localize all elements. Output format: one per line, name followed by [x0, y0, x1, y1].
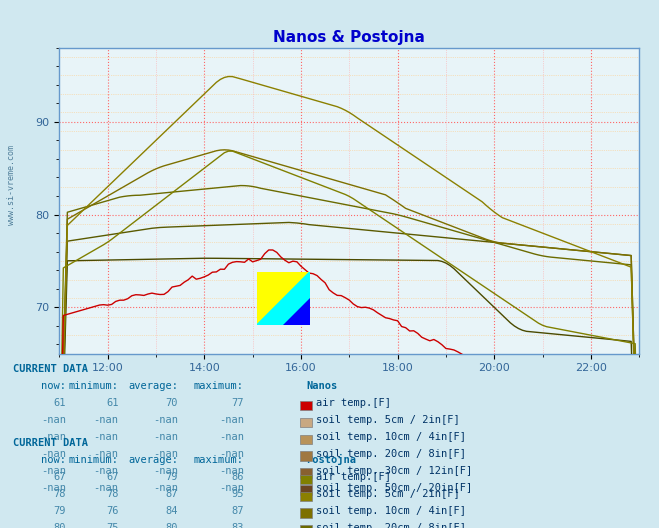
- Text: -nan: -nan: [153, 483, 178, 493]
- Text: 78: 78: [53, 489, 66, 499]
- Text: CURRENT DATA: CURRENT DATA: [13, 438, 88, 448]
- Text: soil temp. 10cm / 4in[F]: soil temp. 10cm / 4in[F]: [316, 506, 467, 516]
- Text: -nan: -nan: [94, 415, 119, 425]
- Text: 61: 61: [106, 398, 119, 408]
- Text: Nanos: Nanos: [306, 381, 337, 391]
- Text: -nan: -nan: [41, 415, 66, 425]
- Text: now:: now:: [41, 455, 66, 465]
- Text: minimum:: minimum:: [69, 455, 119, 465]
- Text: 84: 84: [165, 506, 178, 516]
- Text: -nan: -nan: [41, 449, 66, 459]
- Text: 87: 87: [165, 489, 178, 499]
- Polygon shape: [257, 272, 310, 325]
- Text: soil temp. 50cm / 20in[F]: soil temp. 50cm / 20in[F]: [316, 483, 473, 493]
- Text: -nan: -nan: [219, 449, 244, 459]
- Text: 80: 80: [165, 523, 178, 528]
- Text: maximum:: maximum:: [194, 381, 244, 391]
- Text: 67: 67: [53, 472, 66, 482]
- Text: minimum:: minimum:: [69, 381, 119, 391]
- Text: 80: 80: [53, 523, 66, 528]
- Text: -nan: -nan: [219, 466, 244, 476]
- Text: Postojna: Postojna: [306, 454, 357, 465]
- Text: -nan: -nan: [94, 432, 119, 442]
- Text: air temp.[F]: air temp.[F]: [316, 398, 391, 408]
- Polygon shape: [257, 272, 310, 325]
- Text: 67: 67: [106, 472, 119, 482]
- Text: 79: 79: [165, 472, 178, 482]
- Text: -nan: -nan: [153, 415, 178, 425]
- Text: -nan: -nan: [153, 466, 178, 476]
- Text: average:: average:: [128, 455, 178, 465]
- Text: 76: 76: [106, 506, 119, 516]
- Text: soil temp. 5cm / 2in[F]: soil temp. 5cm / 2in[F]: [316, 489, 460, 499]
- Text: 75: 75: [106, 523, 119, 528]
- Text: now:: now:: [41, 381, 66, 391]
- Text: 79: 79: [53, 506, 66, 516]
- Text: 87: 87: [231, 506, 244, 516]
- Text: -nan: -nan: [153, 432, 178, 442]
- Text: air temp.[F]: air temp.[F]: [316, 472, 391, 482]
- Text: soil temp. 20cm / 8in[F]: soil temp. 20cm / 8in[F]: [316, 523, 467, 528]
- Text: -nan: -nan: [219, 483, 244, 493]
- Text: 95: 95: [231, 489, 244, 499]
- Text: -nan: -nan: [41, 432, 66, 442]
- Text: -nan: -nan: [219, 432, 244, 442]
- Text: www.si-vreme.com: www.si-vreme.com: [7, 145, 16, 225]
- Text: -nan: -nan: [153, 449, 178, 459]
- Text: soil temp. 20cm / 8in[F]: soil temp. 20cm / 8in[F]: [316, 449, 467, 459]
- Text: 77: 77: [231, 398, 244, 408]
- Text: maximum:: maximum:: [194, 455, 244, 465]
- Text: soil temp. 10cm / 4in[F]: soil temp. 10cm / 4in[F]: [316, 432, 467, 442]
- Text: soil temp. 5cm / 2in[F]: soil temp. 5cm / 2in[F]: [316, 415, 460, 425]
- Text: -nan: -nan: [219, 415, 244, 425]
- Text: -nan: -nan: [41, 466, 66, 476]
- Text: average:: average:: [128, 381, 178, 391]
- Text: 61: 61: [53, 398, 66, 408]
- Text: 70: 70: [165, 398, 178, 408]
- Text: -nan: -nan: [94, 466, 119, 476]
- Text: 83: 83: [231, 523, 244, 528]
- Text: soil temp. 30cm / 12in[F]: soil temp. 30cm / 12in[F]: [316, 466, 473, 476]
- Text: -nan: -nan: [94, 449, 119, 459]
- Text: 78: 78: [106, 489, 119, 499]
- Title: Nanos & Postojna: Nanos & Postojna: [273, 30, 425, 45]
- Text: -nan: -nan: [41, 483, 66, 493]
- Text: -nan: -nan: [94, 483, 119, 493]
- Polygon shape: [283, 298, 310, 325]
- Text: 86: 86: [231, 472, 244, 482]
- Text: CURRENT DATA: CURRENT DATA: [13, 364, 88, 374]
